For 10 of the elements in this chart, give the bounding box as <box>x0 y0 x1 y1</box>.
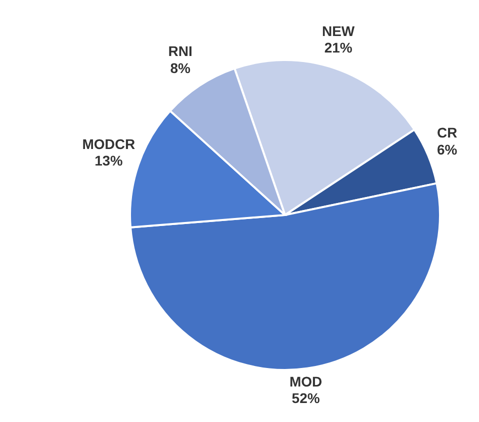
slice-label: NEW <box>322 22 356 39</box>
slice-label: MODCR <box>82 136 136 152</box>
data-label: 8% <box>170 60 192 76</box>
data-label: 6% <box>436 141 458 158</box>
slice-label: CR <box>436 124 458 141</box>
data-label: 21% <box>324 40 353 56</box>
data-label: 13% <box>94 152 124 169</box>
slice-label: RNI <box>168 43 192 60</box>
slice-label: MOD <box>289 373 322 390</box>
data-label: 52% <box>292 390 320 406</box>
